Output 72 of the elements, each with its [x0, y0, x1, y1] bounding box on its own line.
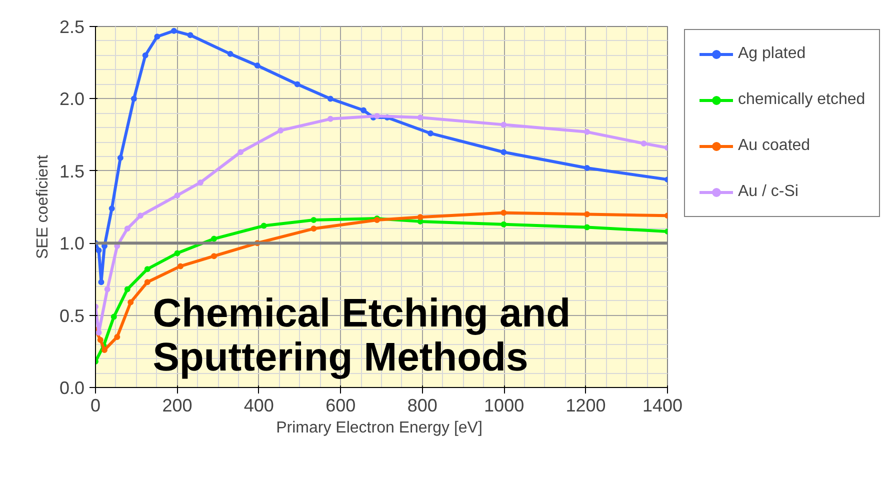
point [310, 217, 317, 223]
point [110, 314, 117, 320]
point [170, 28, 177, 34]
point [142, 52, 148, 58]
point [108, 205, 115, 212]
y-tick-label: 1.0 [59, 234, 85, 254]
point [500, 221, 507, 228]
point [254, 62, 260, 68]
point [210, 236, 217, 242]
point [174, 250, 180, 256]
point [227, 50, 234, 57]
point [584, 165, 590, 172]
legend-label: Au coated [738, 137, 810, 155]
x-tick-label: 600 [326, 396, 356, 416]
point [327, 96, 334, 102]
y-tick-label: 0.5 [59, 306, 85, 326]
point [96, 330, 102, 336]
point [114, 334, 120, 340]
point [124, 286, 130, 292]
point [177, 263, 184, 270]
point [428, 130, 434, 136]
point [174, 192, 180, 198]
point [417, 214, 424, 220]
point [374, 113, 380, 120]
legend-label: Au / c-Si [738, 183, 798, 201]
y-tick-label: 2.0 [59, 89, 85, 110]
point [640, 140, 647, 146]
point [278, 127, 284, 134]
x-tick-label: 0 [90, 396, 101, 416]
point [310, 226, 317, 232]
x-tick-label: 400 [244, 396, 274, 416]
point [584, 224, 590, 230]
y-tick-label: 2.5 [59, 17, 85, 37]
point [124, 226, 130, 232]
x-tick-label: 200 [162, 396, 192, 416]
point [97, 336, 104, 343]
point [500, 122, 507, 128]
point [144, 279, 150, 286]
point [417, 114, 424, 120]
point [260, 222, 267, 229]
point [98, 279, 104, 286]
point [198, 179, 204, 186]
point [128, 299, 134, 306]
x-tick-label: 1400 [642, 396, 683, 416]
point [101, 346, 108, 353]
point [584, 211, 590, 218]
x-tick-label: 800 [407, 396, 438, 416]
point [144, 266, 150, 272]
point [238, 149, 244, 156]
y-axis-title: SEE coeficient [34, 154, 52, 260]
legend-label: Ag plated [738, 45, 806, 63]
point [500, 210, 507, 216]
point [210, 253, 217, 260]
annotation: Chemical Etching and Sputtering Methods [152, 292, 571, 380]
point [117, 154, 124, 161]
point [500, 149, 507, 156]
point [360, 107, 367, 114]
point [104, 286, 110, 292]
legend-label: chemically etched [738, 91, 866, 109]
point [130, 96, 137, 102]
point [137, 212, 144, 219]
point [154, 34, 160, 40]
x-tick-label: 1000 [484, 396, 524, 416]
y-tick-label: 0.0 [59, 378, 85, 398]
point [327, 116, 334, 122]
point [584, 128, 590, 135]
y-tick-label: 1.5 [59, 161, 85, 182]
x-axis-title: Primary Electron Energy [eV] [276, 420, 482, 436]
point [187, 32, 194, 38]
x-tick-label: 1200 [566, 396, 606, 416]
point [294, 81, 300, 88]
point [96, 247, 102, 254]
